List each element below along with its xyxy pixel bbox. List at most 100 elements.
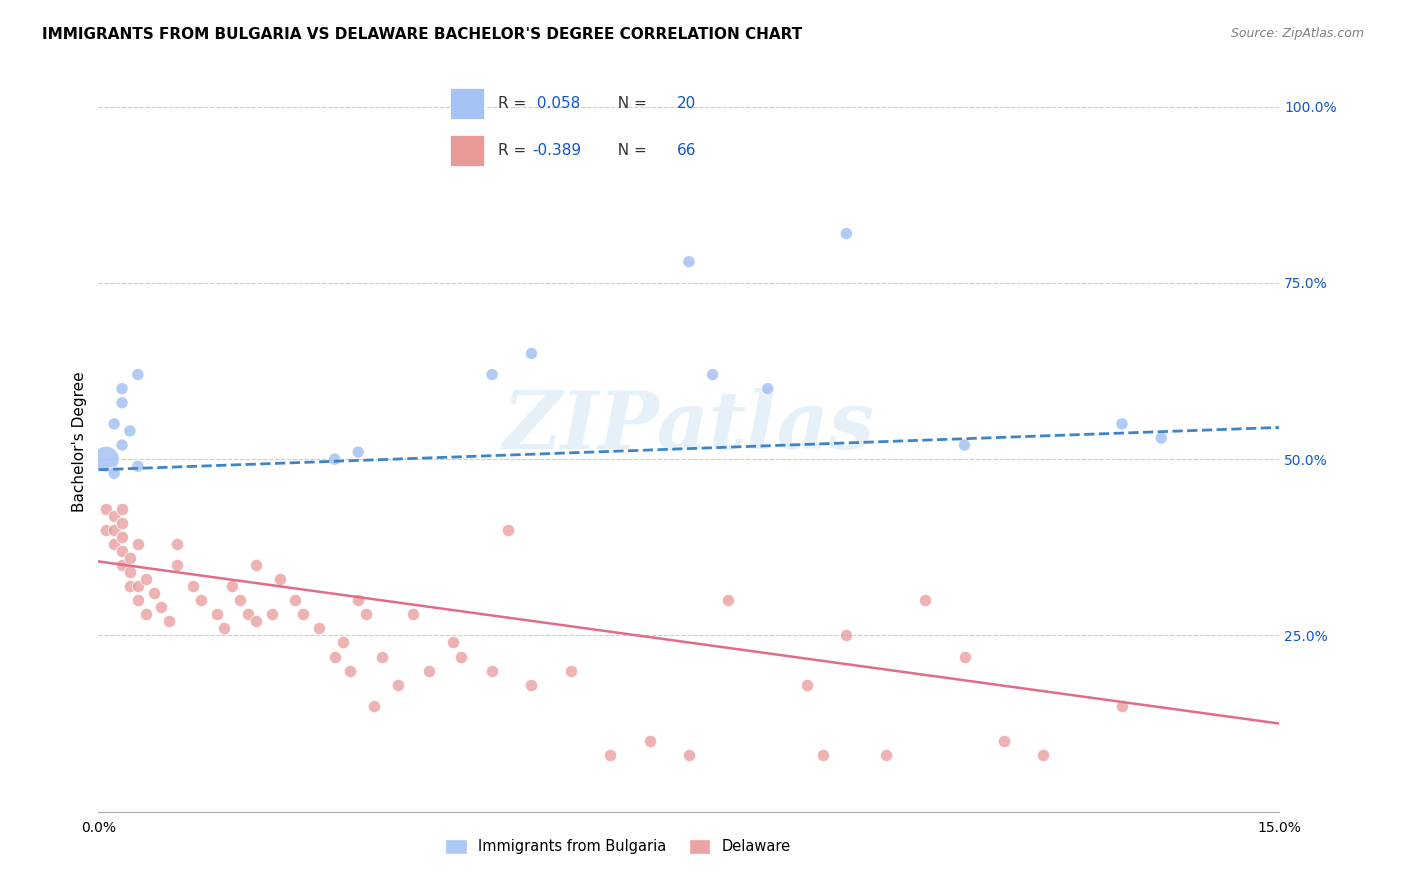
Point (111, 382, 134, 396)
Point (481, 664, 503, 678)
Point (953, 649, 976, 664)
Point (875, 748, 897, 763)
Text: ZIPatlas: ZIPatlas (503, 388, 875, 466)
Point (111, 544, 134, 558)
Point (127, 593, 149, 607)
Point (150, 600, 173, 615)
Point (354, 607, 377, 622)
Point (284, 593, 307, 607)
Text: R =: R = (498, 144, 531, 158)
Point (127, 537, 149, 551)
Point (387, 678, 409, 692)
Y-axis label: Bachelor's Degree: Bachelor's Degree (72, 371, 87, 512)
Point (103, 508, 125, 523)
Point (308, 621, 330, 635)
Point (1032, 748, 1054, 763)
Point (214, 621, 236, 635)
Point (166, 558, 188, 572)
Point (229, 593, 252, 607)
Point (127, 459, 149, 474)
Point (756, 382, 779, 396)
Text: 0.058: 0.058 (533, 96, 581, 111)
FancyBboxPatch shape (450, 88, 484, 119)
Point (111, 558, 134, 572)
Point (339, 664, 361, 678)
Text: Source: ZipAtlas.com: Source: ZipAtlas.com (1230, 27, 1364, 40)
Point (481, 368, 503, 382)
Point (292, 607, 315, 622)
Point (221, 579, 243, 593)
Point (166, 537, 188, 551)
Point (363, 698, 385, 713)
Point (796, 678, 818, 692)
Point (402, 607, 425, 622)
Point (118, 550, 141, 565)
Point (560, 664, 582, 678)
Point (520, 346, 543, 360)
Point (96, 501, 118, 516)
Point (638, 734, 661, 748)
Point (441, 635, 464, 649)
Point (520, 678, 543, 692)
Text: IMMIGRANTS FROM BULGARIA VS DELAWARE BACHELOR'S DEGREE CORRELATION CHART: IMMIGRANTS FROM BULGARIA VS DELAWARE BAC… (42, 27, 803, 42)
Point (811, 748, 834, 763)
Point (1111, 698, 1133, 713)
Point (111, 516, 134, 530)
Text: N =: N = (609, 144, 652, 158)
Point (953, 438, 976, 452)
FancyBboxPatch shape (450, 136, 484, 166)
Text: N =: N = (609, 96, 652, 111)
Point (993, 734, 1015, 748)
Point (678, 254, 700, 268)
Point (678, 748, 700, 763)
Point (496, 523, 519, 537)
Legend: Immigrants from Bulgaria, Delaware: Immigrants from Bulgaria, Delaware (439, 833, 797, 860)
Point (135, 607, 157, 622)
Point (96, 523, 118, 537)
Point (260, 607, 283, 622)
Point (103, 523, 125, 537)
Point (118, 424, 141, 438)
Point (103, 417, 125, 431)
Point (127, 579, 149, 593)
Point (103, 537, 125, 551)
Point (111, 438, 134, 452)
Point (269, 572, 291, 586)
Point (332, 635, 354, 649)
Point (418, 664, 440, 678)
Point (111, 501, 134, 516)
Point (157, 615, 180, 629)
Point (236, 607, 259, 622)
Point (111, 530, 134, 544)
Point (245, 615, 267, 629)
Point (835, 227, 858, 241)
Text: 66: 66 (678, 144, 696, 158)
Point (190, 593, 212, 607)
Point (702, 368, 724, 382)
Point (371, 649, 394, 664)
Point (1150, 431, 1173, 445)
Text: R =: R = (498, 96, 531, 111)
Text: 20: 20 (678, 96, 696, 111)
Point (450, 649, 472, 664)
Point (111, 396, 134, 410)
Point (323, 649, 346, 664)
Point (245, 558, 267, 572)
Point (118, 565, 141, 579)
Text: -0.389: -0.389 (533, 144, 582, 158)
Point (347, 593, 370, 607)
Point (135, 572, 157, 586)
Point (96, 452, 118, 467)
Point (914, 593, 936, 607)
Point (205, 607, 228, 622)
Point (717, 593, 740, 607)
Point (181, 579, 204, 593)
Point (323, 452, 346, 467)
Point (599, 748, 621, 763)
Point (347, 445, 370, 459)
Point (1111, 417, 1133, 431)
Point (835, 628, 858, 642)
Point (127, 368, 149, 382)
Point (118, 579, 141, 593)
Point (103, 467, 125, 481)
